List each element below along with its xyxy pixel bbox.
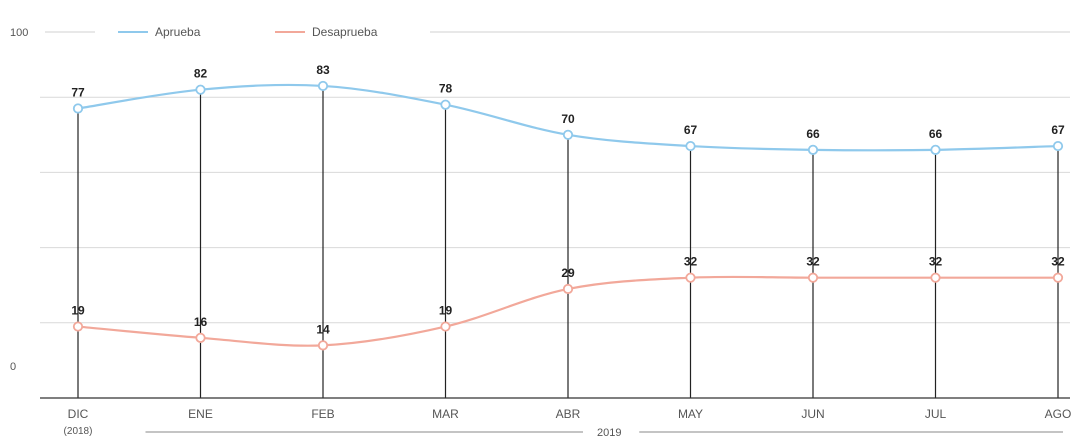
data-label-desaprueba: 32 bbox=[1051, 255, 1065, 269]
data-point-desaprueba bbox=[562, 283, 574, 295]
x-tick-label: JUL bbox=[925, 407, 947, 421]
data-point-desaprueba bbox=[685, 272, 696, 283]
data-label-aprueba: 70 bbox=[561, 112, 575, 126]
legend-label-aprueba: Aprueba bbox=[155, 25, 201, 39]
data-label-aprueba: 66 bbox=[929, 127, 943, 141]
x-tick-label: JUN bbox=[801, 407, 824, 421]
data-label-aprueba: 83 bbox=[316, 63, 330, 77]
data-label-desaprueba: 19 bbox=[439, 304, 453, 318]
data-point-aprueba bbox=[807, 144, 819, 155]
x-tick-label: AGO bbox=[1045, 407, 1072, 421]
data-point-aprueba bbox=[440, 99, 451, 110]
x-tick-label: DIC bbox=[68, 407, 89, 421]
data-point-desaprueba bbox=[807, 272, 819, 283]
data-point-desaprueba bbox=[72, 321, 84, 332]
drop-lines bbox=[77, 85, 1059, 398]
data-point-aprueba bbox=[1052, 140, 1064, 152]
x-tick-label: ENE bbox=[188, 407, 213, 421]
series-group: 77 82 83 78 70 67 66 66 67 19 16 14 19 29 32 32 32 32 bbox=[71, 63, 1065, 351]
data-point-desaprueba bbox=[1052, 272, 1064, 283]
data-label-desaprueba: 32 bbox=[684, 255, 698, 269]
data-label-aprueba: 78 bbox=[439, 82, 453, 96]
y-tick-label-top: 100 bbox=[10, 27, 28, 39]
y-tick-label-bottom: 0 bbox=[10, 361, 16, 373]
data-point-aprueba bbox=[685, 140, 696, 152]
data-point-desaprueba bbox=[440, 321, 451, 332]
data-label-desaprueba: 16 bbox=[194, 315, 208, 329]
data-label-desaprueba: 29 bbox=[561, 266, 575, 280]
data-point-aprueba bbox=[317, 80, 329, 92]
gridlines bbox=[40, 96, 1070, 324]
x-tick-label: MAY bbox=[678, 407, 703, 421]
data-label-desaprueba: 32 bbox=[806, 255, 820, 269]
x-axis: DIC (2018) ENE FEB MAR ABR MAY JUN JUL AGO 2019 bbox=[40, 397, 1072, 439]
x-tick-label: MAR bbox=[432, 407, 459, 421]
data-point-aprueba bbox=[195, 84, 206, 95]
data-point-aprueba bbox=[930, 144, 941, 155]
data-label-desaprueba: 19 bbox=[71, 304, 85, 318]
data-point-desaprueba bbox=[195, 332, 206, 343]
legend: 100 Aprueba Desaprueba bbox=[10, 25, 1070, 39]
data-point-desaprueba bbox=[930, 272, 941, 283]
data-label-aprueba: 77 bbox=[71, 85, 85, 99]
data-point-desaprueba bbox=[317, 340, 329, 351]
legend-label-desaprueba: Desaprueba bbox=[312, 25, 378, 39]
data-point-aprueba bbox=[72, 103, 84, 114]
x-tick-label: FEB bbox=[311, 407, 334, 421]
data-label-desaprueba: 32 bbox=[929, 255, 943, 269]
data-label-aprueba: 67 bbox=[1051, 123, 1065, 137]
data-point-aprueba bbox=[562, 129, 574, 140]
data-label-aprueba: 67 bbox=[684, 123, 698, 137]
x-tick-label: ABR bbox=[556, 407, 581, 421]
x-tick-sublabel: (2018) bbox=[64, 426, 93, 437]
year-span-label: 2019 bbox=[597, 427, 621, 439]
data-label-aprueba: 66 bbox=[806, 127, 820, 141]
data-label-desaprueba: 14 bbox=[316, 322, 330, 336]
data-label-aprueba: 82 bbox=[194, 67, 208, 81]
